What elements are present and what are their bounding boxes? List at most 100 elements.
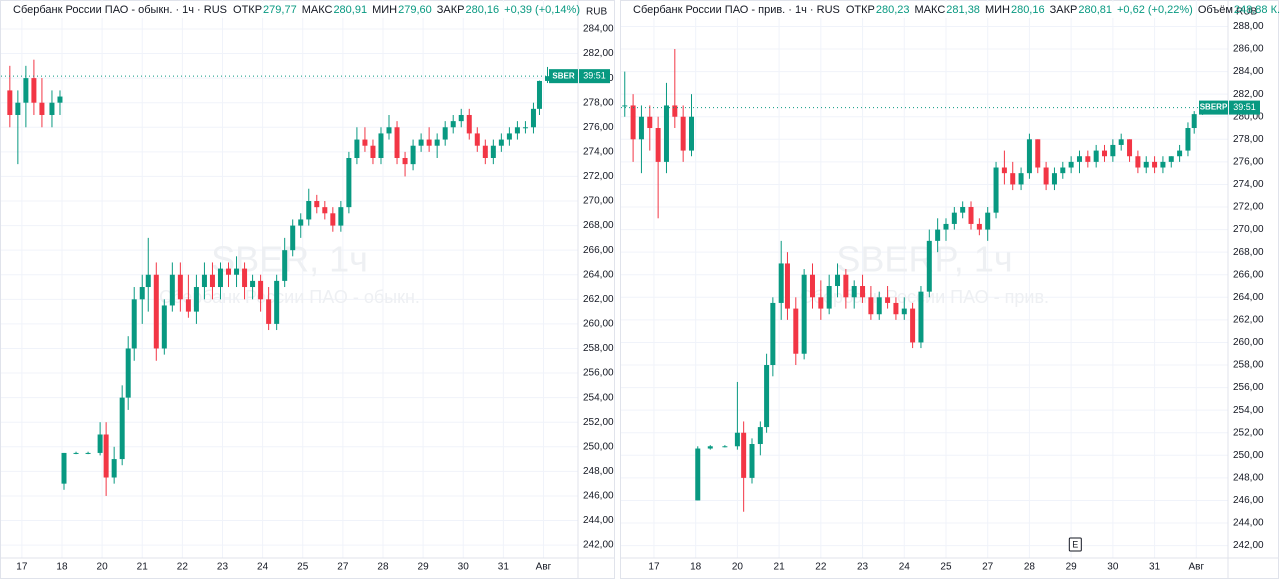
candle-body	[722, 446, 728, 448]
header-title: Сбербанк России ПАО - прив. · 1ч · RUS	[633, 4, 840, 16]
x-tick-label: 31	[1149, 562, 1161, 573]
candle-body	[1110, 144, 1116, 157]
header-h-label: МАКС	[302, 4, 333, 16]
candle-body	[663, 105, 669, 162]
y-tick-label: 288,00	[1233, 21, 1264, 32]
candle-body	[851, 286, 857, 298]
candle-body	[926, 240, 932, 292]
x-tick-label: 29	[418, 562, 430, 573]
candle-body	[217, 268, 223, 288]
candle-body	[169, 274, 175, 306]
candle-body	[346, 157, 352, 208]
header-vol: 248,88 К...	[1234, 4, 1280, 16]
candle-body	[97, 434, 103, 453]
candle-body	[145, 274, 151, 288]
candle-body	[1035, 139, 1041, 168]
candle-body	[1076, 156, 1082, 162]
x-tick-label: 28	[377, 562, 389, 573]
panel-frame	[620, 0, 1279, 579]
x-tick-label: 25	[297, 562, 309, 573]
candle-body	[655, 128, 661, 162]
countdown-label: 39:51	[583, 71, 606, 81]
y-tick-label: 244,00	[1233, 518, 1264, 529]
header-o: 279,77	[263, 4, 297, 16]
candle-body	[31, 78, 37, 103]
countdown-label: 39:51	[1233, 102, 1256, 112]
header-bg	[3, 2, 530, 18]
candle-body	[185, 299, 191, 312]
y-tick-label: 266,00	[1233, 269, 1264, 280]
candle-body	[695, 448, 701, 501]
y-tick-label: 250,00	[1233, 450, 1264, 461]
candle-body	[466, 114, 472, 134]
candle-body	[545, 76, 551, 81]
candle-body	[968, 207, 974, 224]
candle-body	[103, 434, 109, 478]
candle-body	[1010, 173, 1016, 185]
candle-body	[386, 127, 392, 134]
candle-body	[1026, 139, 1032, 174]
header-o-label: ОТКР	[846, 4, 875, 16]
header-l: 280,16	[1011, 4, 1045, 16]
candle-body	[201, 274, 207, 288]
y-tick-label: 258,00	[1233, 360, 1264, 371]
countdown-tag	[579, 69, 610, 84]
y-tick-label: 278,00	[583, 97, 614, 108]
candle-body	[161, 305, 167, 349]
y-tick-label: 258,00	[583, 343, 614, 354]
candle-body	[282, 250, 288, 281]
candle-body	[209, 274, 215, 288]
y-tick-label: 274,00	[1233, 179, 1264, 190]
y-tick-label: 272,00	[1233, 202, 1264, 213]
candle-body	[1168, 156, 1174, 162]
y-tick-label: 262,00	[583, 294, 614, 305]
candle-body	[139, 287, 145, 300]
x-tick-label: 21	[137, 562, 149, 573]
watermark-sub: Сбербанк России ПАО - обыкн.	[159, 287, 420, 307]
candle-body	[901, 308, 907, 315]
candle-body	[402, 157, 408, 165]
candle-body	[474, 133, 480, 146]
candle-body	[1127, 139, 1133, 157]
header-l: 279,60	[398, 4, 432, 16]
ticker-label: SBER	[552, 71, 574, 80]
candle-body	[15, 102, 21, 115]
candle-body	[370, 145, 376, 158]
ticker-tag	[549, 69, 578, 84]
y-tick-label: 280,00	[1233, 111, 1264, 122]
y-tick-label: 284,00	[1233, 66, 1264, 77]
y-tick-label: 270,00	[1233, 224, 1264, 235]
candle-body	[39, 102, 45, 115]
y-tick-label: 246,00	[583, 491, 614, 502]
y-tick-label: 282,00	[583, 48, 614, 59]
y-tick-label: 248,00	[583, 466, 614, 477]
candle-body	[757, 427, 763, 445]
candle-body	[793, 308, 799, 354]
candle-body	[801, 274, 807, 354]
header-title: Сбербанк России ПАО - обыкн. · 1ч · RUS	[13, 4, 227, 16]
x-tick-label: 18	[690, 562, 702, 573]
x-tick-label: 22	[177, 562, 189, 573]
candle-body	[23, 78, 29, 103]
header-change: +0,62 (+0,22%)	[1117, 4, 1193, 16]
candle-body	[960, 207, 966, 213]
candle-body	[689, 116, 695, 151]
y-tick-label: 276,00	[583, 122, 614, 133]
y-tick-label: 252,00	[583, 417, 614, 428]
candle-body	[734, 432, 740, 447]
candle-body	[1143, 161, 1149, 168]
header-l-label: МИН	[985, 4, 1010, 16]
candle-body	[1135, 156, 1141, 168]
candle-body	[458, 114, 464, 122]
y-tick-label: 264,00	[1233, 292, 1264, 303]
y-tick-label: 260,00	[583, 319, 614, 330]
candle-body	[985, 212, 991, 230]
y-tick-label: 268,00	[1233, 247, 1264, 258]
ticker-tag	[1199, 100, 1228, 115]
candle-body	[153, 274, 159, 349]
candle-body	[442, 127, 448, 140]
candle-body	[193, 287, 199, 312]
x-tick-label: 20	[732, 562, 744, 573]
x-tick-label: 25	[940, 562, 952, 573]
candle-body	[177, 274, 183, 300]
